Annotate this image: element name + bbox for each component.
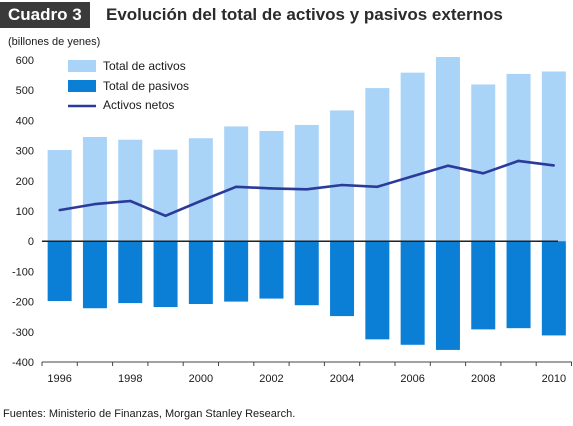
figure-badge: Cuadro 3 [0, 2, 90, 28]
legend-label-assets: Total de activos [103, 59, 186, 73]
y-tick-label: -400 [12, 357, 34, 369]
liabilities-bar [435, 241, 460, 350]
assets-bar [153, 149, 178, 242]
legend-label-liabilities: Total de pasivos [103, 79, 189, 93]
assets-bar [541, 71, 566, 242]
y-tick-label: -100 [12, 266, 34, 278]
x-tick-label: 2006 [400, 373, 424, 385]
net-assets-point [517, 159, 520, 163]
liabilities-bar [188, 241, 213, 305]
assets-bar [259, 130, 284, 242]
liabilities-bar [153, 241, 178, 308]
y-tick-label: 100 [16, 206, 34, 218]
source-note: Fuentes: Ministerio de Finanzas, Morgan … [3, 408, 296, 420]
y-tick-label: 500 [16, 85, 34, 97]
x-tick-label: 2002 [259, 373, 283, 385]
net-assets-point [270, 187, 273, 190]
liabilities-bar [541, 241, 566, 336]
liabilities-bar [471, 241, 496, 330]
x-tick-label: 1996 [47, 373, 71, 385]
net-assets-point [129, 199, 132, 203]
x-tick-label: 2008 [471, 373, 495, 385]
net-assets-point [446, 164, 450, 167]
y-tick-label: 200 [16, 176, 34, 188]
net-assets-point [482, 172, 485, 175]
assets-bar [82, 137, 107, 242]
liabilities-bar [330, 241, 355, 317]
net-assets-point [93, 202, 97, 206]
x-tick-label: 1998 [118, 373, 142, 385]
liabilities-bar [294, 241, 319, 306]
y-tick-label: -300 [12, 327, 34, 339]
y-tick-label: 400 [16, 115, 34, 127]
liabilities-bar [47, 241, 72, 301]
liabilities-bar [400, 241, 425, 345]
assets-bar [294, 124, 319, 242]
chart-title: Evolución del total de activos y pasivos… [106, 5, 503, 24]
assets-bar [365, 88, 390, 242]
net-assets-point [340, 183, 344, 187]
assets-bar [47, 149, 72, 242]
net-assets-point [305, 188, 308, 191]
liabilities-bar [118, 241, 143, 304]
net-assets-point [411, 175, 414, 178]
legend-swatch-liabilities [68, 80, 96, 92]
legend-label-net: Activos netos [103, 98, 174, 112]
assets-bar [188, 138, 213, 242]
y-tick-label: 600 [16, 55, 34, 67]
y-tick-label: -200 [12, 297, 34, 309]
liabilities-bar [506, 241, 531, 329]
assets-bar [435, 56, 460, 242]
net-assets-point [376, 185, 379, 189]
assets-bar [224, 126, 249, 242]
assets-bar [118, 139, 143, 242]
y-axis-label: (billones de yenes) [8, 36, 101, 48]
y-tick-label: 0 [28, 236, 34, 248]
net-assets-point [552, 164, 556, 167]
liabilities-bar [365, 241, 390, 340]
net-assets-point [164, 214, 167, 218]
assets-bar [400, 72, 425, 242]
net-assets-point [58, 208, 61, 212]
net-assets-point [199, 199, 203, 203]
y-tick-label: 300 [16, 146, 34, 158]
x-tick-label: 2010 [542, 373, 566, 385]
liabilities-bar [259, 241, 284, 299]
assets-bar [506, 73, 531, 242]
assets-bar [330, 110, 355, 242]
legend-swatch-assets [68, 60, 96, 72]
chart-header: Cuadro 3 Evolución del total de activos … [0, 0, 573, 30]
net-assets-point [234, 185, 238, 189]
liabilities-bar [224, 241, 249, 302]
x-tick-label: 2004 [330, 373, 354, 385]
x-tick-label: 2000 [189, 373, 213, 385]
liabilities-bar [82, 241, 107, 309]
assets-bar [471, 84, 496, 242]
